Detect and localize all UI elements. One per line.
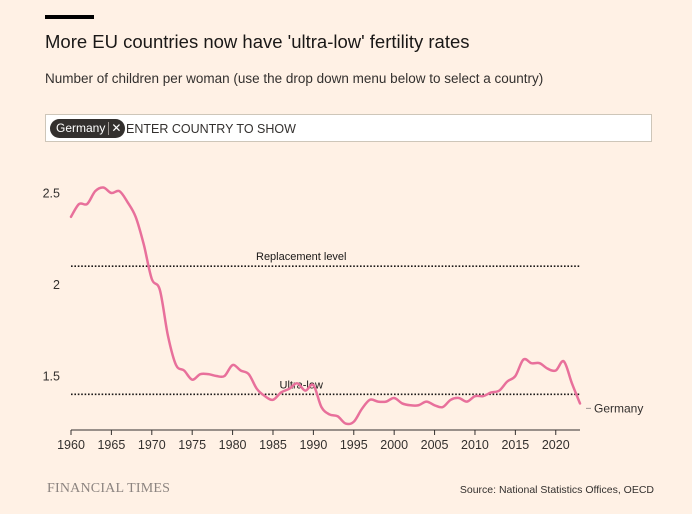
y-tick-label: 2.5 — [43, 187, 60, 201]
x-tick-label: 2005 — [421, 438, 449, 452]
x-tick-label: 1995 — [340, 438, 368, 452]
remove-country-icon[interactable]: ✕ — [111, 121, 122, 135]
y-tick-label: 2 — [53, 278, 60, 292]
x-tick-label: 1980 — [219, 438, 247, 452]
x-tick-label: 1975 — [178, 438, 206, 452]
source-note: Source: National Statistics Offices, OEC… — [459, 484, 654, 496]
x-tick-label: 2010 — [461, 438, 489, 452]
country-search-input[interactable] — [126, 119, 606, 138]
chart-title: More EU countries now have 'ultra-low' f… — [45, 31, 470, 52]
country-chip-label: Germany — [56, 121, 106, 135]
header-rule — [45, 15, 94, 19]
x-tick-label: 2020 — [542, 438, 570, 452]
x-tick-label: 1965 — [97, 438, 125, 452]
x-tick-label: 1990 — [299, 438, 327, 452]
x-tick-label: 2000 — [380, 438, 408, 452]
y-tick-label: 1.5 — [43, 370, 60, 384]
x-tick-label: 1970 — [138, 438, 166, 452]
ft-logo: FINANCIAL TIMES — [47, 481, 171, 496]
x-tick-label: 1985 — [259, 438, 287, 452]
country-selector[interactable]: Germany ✕ — [45, 114, 652, 142]
x-tick-label: 2015 — [501, 438, 529, 452]
country-chip-germany[interactable]: Germany ✕ — [50, 119, 126, 138]
series-label-germany: Germany — [594, 401, 643, 415]
x-tick-label: 1960 — [57, 438, 85, 452]
series-line-germany — [69, 186, 582, 426]
chart-subtitle: Number of children per woman (use the dr… — [45, 71, 544, 86]
reference-line-label: Replacement level — [256, 251, 347, 263]
chip-divider — [108, 122, 110, 135]
